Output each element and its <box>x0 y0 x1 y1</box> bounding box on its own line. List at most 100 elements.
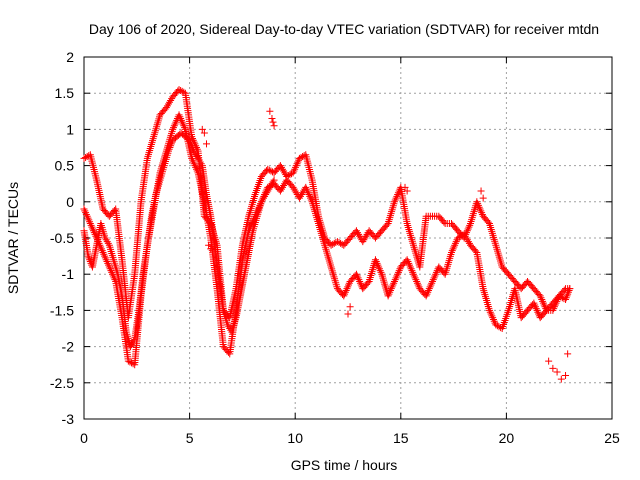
track-a-point <box>291 163 299 171</box>
track-a-point <box>178 87 186 95</box>
track-a-point <box>164 100 172 108</box>
track-b-point <box>356 279 364 287</box>
track-a-point <box>362 232 370 240</box>
track-b-point <box>564 290 572 298</box>
track-b-point <box>169 125 177 133</box>
axis-ticks <box>83 56 613 420</box>
track-c-point <box>261 192 269 200</box>
track-a-point <box>538 296 546 304</box>
track-b-point <box>82 210 90 218</box>
track-b-point <box>393 272 401 280</box>
track-b-point <box>353 272 361 280</box>
track-b-point <box>409 270 417 278</box>
track-b-point <box>307 196 315 204</box>
track-b-point <box>355 276 363 284</box>
track-a-point <box>284 172 292 180</box>
track-b-point <box>126 358 134 366</box>
track-a-point <box>477 207 485 215</box>
y-tick-label: -1.5 <box>50 302 74 318</box>
track-b-point <box>177 115 185 123</box>
track-b-point <box>375 265 383 273</box>
track-a-point <box>393 192 401 200</box>
track-b-point <box>290 185 298 193</box>
track-a-point <box>264 165 272 173</box>
track-a-point <box>330 239 338 247</box>
track-b-point <box>178 118 186 126</box>
track-b-point <box>389 281 397 289</box>
track-b-point <box>87 221 95 229</box>
track-b-point <box>296 192 304 200</box>
track-b-point <box>107 267 115 275</box>
track-a-point <box>297 153 305 161</box>
track-a-point <box>188 133 196 141</box>
track-b-point <box>431 272 439 280</box>
track-b-point <box>303 185 311 193</box>
y-tick-label: -2 <box>62 339 75 355</box>
track-b-point <box>179 120 187 128</box>
track-b-point <box>172 118 180 126</box>
track-b-point <box>555 292 563 300</box>
track-c-point <box>188 142 196 150</box>
track-b-point <box>390 279 398 287</box>
track-a-point <box>292 162 300 170</box>
track-b-point <box>180 122 188 130</box>
track-b-point <box>487 310 495 318</box>
x-tick-label: 20 <box>499 430 515 446</box>
track-b-point <box>289 183 297 191</box>
track-a-point <box>539 297 547 305</box>
track-b-point <box>376 267 384 275</box>
track-b-point <box>489 315 497 323</box>
track-a-point <box>265 166 273 174</box>
track-b-point <box>427 281 435 289</box>
track-c-point <box>167 142 175 150</box>
track-a-point <box>295 154 303 162</box>
track-b-point <box>298 191 306 199</box>
track-b-point <box>373 259 381 267</box>
track-a-point <box>163 102 171 110</box>
track-b-point <box>404 258 412 266</box>
track-b-point <box>377 268 385 276</box>
track-b-point <box>408 267 416 275</box>
track-b-point <box>385 290 393 298</box>
outliers-point <box>477 187 485 195</box>
track-b-point <box>371 256 379 264</box>
track-b-point <box>102 256 110 264</box>
track-b-point <box>430 274 438 282</box>
track-c-point <box>194 154 202 162</box>
track-a-point <box>540 301 548 309</box>
track-b-point <box>412 276 420 284</box>
x-axis-label: GPS time / hours <box>291 457 398 473</box>
outliers-point <box>344 310 352 318</box>
track-a-point <box>290 167 298 175</box>
track-b-point <box>303 187 311 195</box>
x-tick-label: 15 <box>393 430 409 446</box>
track-b-point <box>422 292 430 300</box>
track-b-point <box>489 314 497 322</box>
track-c-point <box>263 189 271 197</box>
track-a-point <box>166 98 174 106</box>
track-a-point <box>539 299 547 307</box>
track-b-point <box>304 189 312 197</box>
track-a-point <box>473 198 481 206</box>
track-b-point <box>464 238 472 246</box>
track-b-point <box>103 258 111 266</box>
track-a-point <box>291 165 299 173</box>
track-b-point <box>394 268 402 276</box>
outliers-point <box>562 372 570 380</box>
track-b-point <box>292 189 300 197</box>
track-b-point <box>562 296 570 304</box>
track-a-point <box>335 239 343 247</box>
track-b-point <box>177 116 185 124</box>
track-b-point <box>124 357 132 365</box>
track-c-point <box>129 339 137 347</box>
track-a-point <box>177 86 185 94</box>
track-c-point <box>258 196 266 204</box>
track-a-point <box>333 238 341 246</box>
track-c-point <box>196 158 204 166</box>
outliers-point <box>557 375 565 383</box>
y-tick-label: -3 <box>62 411 75 427</box>
track-a-point <box>352 227 360 235</box>
track-a-point <box>280 167 288 175</box>
x-tick-label: 10 <box>287 430 303 446</box>
